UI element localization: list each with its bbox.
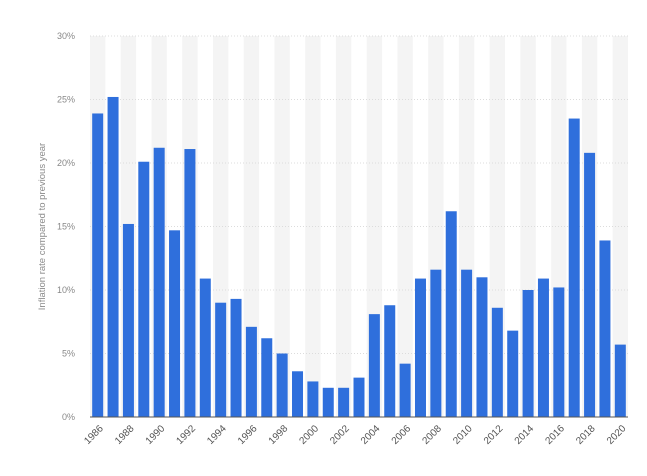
bar-1999[interactable] <box>292 371 304 417</box>
bar-1989[interactable] <box>138 161 150 417</box>
bar-2005[interactable] <box>384 305 396 417</box>
bar-2014[interactable] <box>522 290 534 417</box>
bar-2010[interactable] <box>461 269 473 417</box>
bar-2001[interactable] <box>322 387 334 417</box>
bar-1998[interactable] <box>276 353 288 418</box>
column-band <box>243 36 260 417</box>
bar-2006[interactable] <box>399 363 411 417</box>
bar-2015[interactable] <box>537 278 549 417</box>
y-tick-label: 5% <box>62 349 75 359</box>
y-tick-label: 0% <box>62 412 75 422</box>
bar-2020[interactable] <box>614 344 626 417</box>
bar-2009[interactable] <box>445 211 457 417</box>
bar-1987[interactable] <box>107 96 119 418</box>
y-axis-ticks: 0% 5% 10% 15% 20% 25% 30% <box>57 31 75 422</box>
bar-1993[interactable] <box>199 278 211 417</box>
column-band <box>335 36 352 417</box>
bar-2013[interactable] <box>507 330 519 417</box>
bar-2019[interactable] <box>599 240 611 417</box>
bar-1990[interactable] <box>153 147 165 417</box>
bar-2003[interactable] <box>353 377 365 417</box>
y-tick-label: 30% <box>57 31 75 41</box>
bar-2016[interactable] <box>553 287 565 417</box>
bar-2017[interactable] <box>568 118 580 418</box>
bars <box>92 96 626 418</box>
y-tick-label: 25% <box>57 95 75 105</box>
bar-1995[interactable] <box>230 298 242 417</box>
y-tick-label: 20% <box>57 158 75 168</box>
bar-2008[interactable] <box>430 269 442 417</box>
bar-1994[interactable] <box>215 302 227 417</box>
y-tick-label: 10% <box>57 285 75 295</box>
bar-2007[interactable] <box>414 278 426 417</box>
bar-2002[interactable] <box>338 387 350 417</box>
bar-2012[interactable] <box>491 307 503 417</box>
bar-1992[interactable] <box>184 149 196 417</box>
bar-2018[interactable] <box>584 152 596 417</box>
bar-2004[interactable] <box>368 314 380 417</box>
bar-1996[interactable] <box>245 326 257 417</box>
bar-2011[interactable] <box>476 277 488 417</box>
bar-1997[interactable] <box>261 338 273 417</box>
column-band <box>612 36 628 417</box>
bar-1986[interactable] <box>92 113 104 417</box>
y-axis-title: Inflation rate compared to previous year <box>37 143 48 310</box>
bar-2000[interactable] <box>307 381 319 417</box>
bar-1991[interactable] <box>169 230 181 417</box>
bar-1988[interactable] <box>122 223 134 417</box>
y-tick-label: 15% <box>57 222 75 232</box>
